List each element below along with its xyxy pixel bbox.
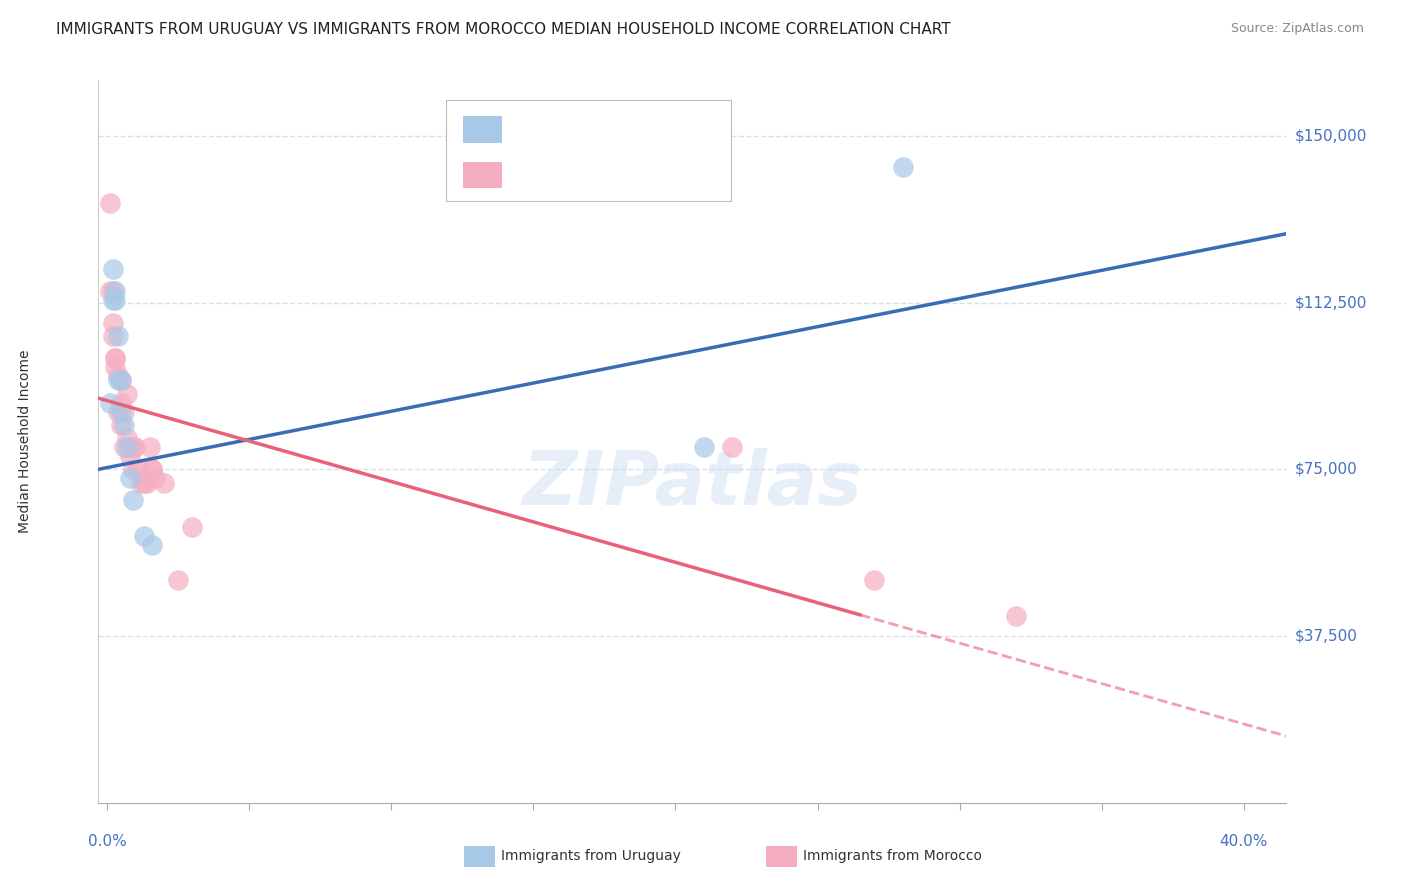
Point <box>110 417 132 432</box>
Point <box>132 475 155 490</box>
Text: 40.0%: 40.0% <box>1219 834 1268 849</box>
Text: -0.330: -0.330 <box>546 166 606 184</box>
Point <box>101 316 124 330</box>
Text: 0.504: 0.504 <box>551 120 605 138</box>
Point <box>101 329 124 343</box>
Point <box>118 471 141 485</box>
Text: N =: N = <box>607 166 655 184</box>
Text: R =: R = <box>513 166 550 184</box>
Point <box>110 373 132 387</box>
Point <box>107 404 129 418</box>
Text: Median Household Income: Median Household Income <box>18 350 32 533</box>
Point <box>115 386 138 401</box>
Point <box>107 368 129 383</box>
Point <box>98 395 121 409</box>
Point <box>135 475 157 490</box>
Point <box>107 329 129 343</box>
Text: Source: ZipAtlas.com: Source: ZipAtlas.com <box>1230 22 1364 36</box>
Text: 17: 17 <box>654 120 678 138</box>
Point <box>98 285 121 299</box>
Point <box>721 440 744 454</box>
Point <box>121 440 143 454</box>
Text: IMMIGRANTS FROM URUGUAY VS IMMIGRANTS FROM MOROCCO MEDIAN HOUSEHOLD INCOME CORRE: IMMIGRANTS FROM URUGUAY VS IMMIGRANTS FR… <box>56 22 950 37</box>
Point <box>693 440 716 454</box>
Point <box>118 440 141 454</box>
Point <box>104 351 127 366</box>
Point <box>110 404 132 418</box>
Point <box>115 431 138 445</box>
Point <box>127 462 149 476</box>
Point <box>104 293 127 308</box>
Text: 36: 36 <box>654 166 678 184</box>
Point <box>143 471 166 485</box>
Point <box>104 285 127 299</box>
Point <box>141 462 163 476</box>
Point <box>891 160 914 174</box>
Point <box>124 440 146 454</box>
Point <box>101 293 124 308</box>
Point <box>107 373 129 387</box>
Point <box>121 462 143 476</box>
Point <box>141 538 163 552</box>
Point <box>101 262 124 277</box>
Point <box>129 475 152 490</box>
Point <box>181 520 204 534</box>
Point <box>112 404 135 418</box>
Text: R =: R = <box>513 120 555 138</box>
Point <box>115 440 138 454</box>
Text: N =: N = <box>607 120 655 138</box>
Point <box>138 440 160 454</box>
Point <box>1005 609 1028 624</box>
Text: Immigrants from Morocco: Immigrants from Morocco <box>803 849 981 863</box>
Point <box>167 574 190 588</box>
Text: Immigrants from Uruguay: Immigrants from Uruguay <box>501 849 681 863</box>
Point <box>863 574 886 588</box>
Point <box>152 475 174 490</box>
Point <box>110 373 132 387</box>
Text: $75,000: $75,000 <box>1295 462 1358 477</box>
Text: 0.0%: 0.0% <box>87 834 127 849</box>
Point <box>104 360 127 375</box>
Point <box>118 449 141 463</box>
Point <box>101 285 124 299</box>
Text: $37,500: $37,500 <box>1295 629 1358 643</box>
Point <box>104 351 127 366</box>
Point <box>98 195 121 210</box>
Point <box>121 493 143 508</box>
Point <box>132 529 155 543</box>
Text: $150,000: $150,000 <box>1295 128 1367 144</box>
Text: $112,500: $112,500 <box>1295 295 1367 310</box>
Point <box>112 440 135 454</box>
Text: ZIPatlas: ZIPatlas <box>523 449 862 522</box>
Point <box>110 395 132 409</box>
Point <box>141 462 163 476</box>
Point <box>112 417 135 432</box>
